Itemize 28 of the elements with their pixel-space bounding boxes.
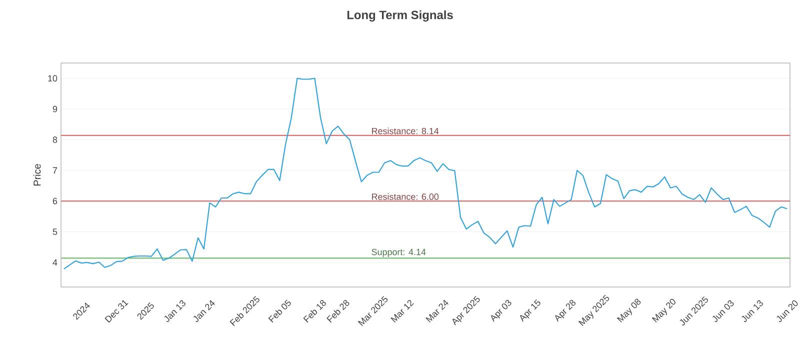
y-tick-label: 8 [52, 136, 58, 143]
y-tick-label: 5 [52, 228, 58, 235]
chart-title: Long Term Signals [347, 10, 453, 22]
x-tick-label: May 08 [616, 298, 641, 322]
y-tick-label: 4 [52, 259, 58, 266]
ref-line-label: Resistance: 6.00 [372, 193, 439, 200]
x-tick-label: Apr 03 [490, 300, 512, 322]
x-tick-label: Jan 24 [193, 300, 215, 322]
x-tick-label: Apr 28 [555, 300, 576, 322]
x-tick-label: Jan 13 [164, 300, 186, 322]
y-tick-label: 10 [48, 75, 58, 82]
ref-line-label: Resistance: 8.14 [372, 128, 439, 134]
ref-line-label: Support: 4.14 [372, 248, 426, 257]
x-tick-label: Dec 31 [104, 300, 128, 323]
x-tick-label: Jun 13 [742, 300, 763, 322]
x-tick-label: Jun 03 [712, 300, 734, 322]
x-tick-label: Jun 20 [776, 300, 798, 322]
x-tick-label: Feb 28 [326, 300, 350, 323]
x-tick-label: Feb 18 [303, 300, 326, 323]
y-tick-label: 7 [52, 167, 58, 174]
x-tick-label: May 20 [652, 298, 676, 322]
x-tick-label: Mar 12 [390, 300, 414, 323]
y-tick-label: 9 [52, 106, 58, 112]
x-tick-label: Apr 15 [520, 299, 540, 322]
y-axis-title: Price [33, 164, 41, 186]
x-tick-label: Feb 05 [268, 300, 291, 323]
x-tick-label: Mar 24 [426, 300, 448, 323]
y-tick-label: 6 [52, 198, 58, 204]
